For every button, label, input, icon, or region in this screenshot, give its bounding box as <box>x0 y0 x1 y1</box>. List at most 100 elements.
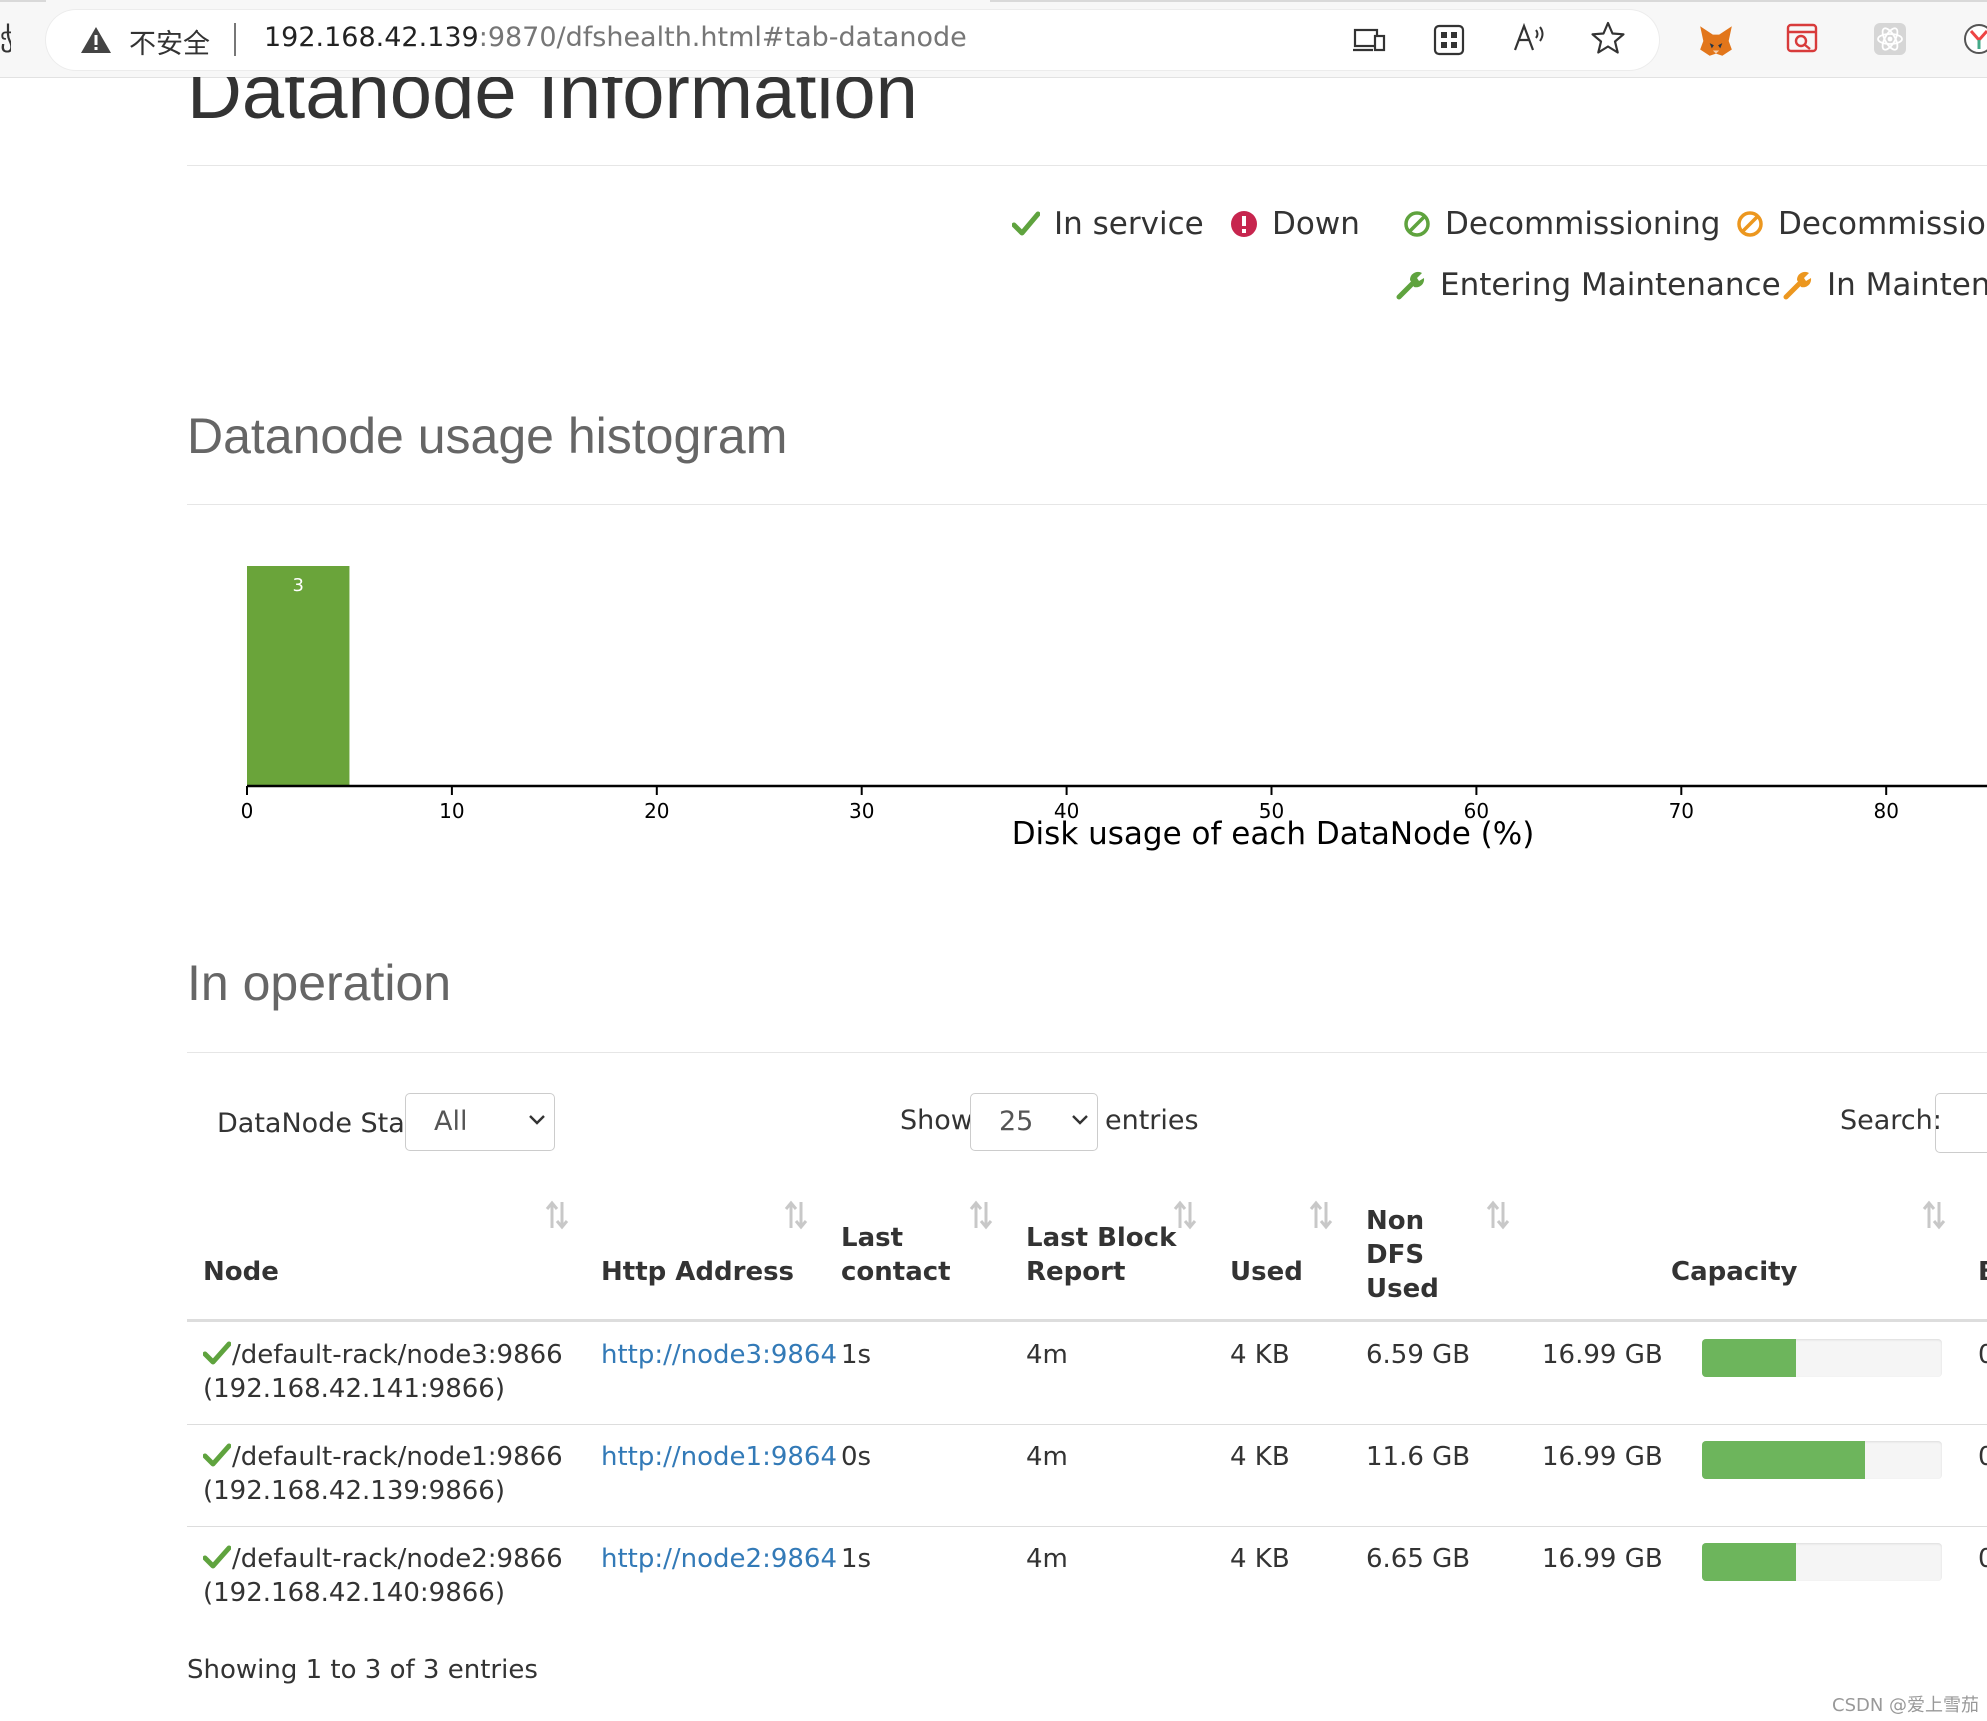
used-cell: 4 KB <box>1230 1544 1290 1574</box>
check-icon <box>203 1341 231 1365</box>
ban-icon <box>1737 211 1763 237</box>
legend-decommissioned: Decommissioned <box>1736 206 1987 242</box>
node-ip: (192.168.42.139:9866) <box>203 1476 505 1506</box>
warning-icon[interactable] <box>80 25 112 55</box>
search-label: Search: <box>1840 1105 1942 1136</box>
favorite-star-icon[interactable] <box>1590 20 1626 56</box>
column-header-text: Non <box>1366 1206 1425 1236</box>
chevron-down-icon <box>529 1115 545 1125</box>
react-devtools-icon[interactable] <box>1873 22 1907 56</box>
in-operation-title: In operation <box>187 955 452 1011</box>
x-tick-label: 50 <box>1259 799 1284 823</box>
capacity-cell: 16.99 GB <box>1542 1442 1663 1472</box>
histogram-bar-label: 3 <box>292 575 303 596</box>
x-tick-label: 70 <box>1669 799 1694 823</box>
entries-per-page-select[interactable]: 25 <box>970 1093 1098 1151</box>
capacity-usage-fill <box>1702 1339 1796 1377</box>
tab-strip-edge <box>990 0 1987 2</box>
http-address-link[interactable]: http://node3:9864 <box>601 1340 838 1370</box>
legend-down: Down <box>1230 206 1360 242</box>
sort-icon[interactable] <box>1309 1200 1333 1230</box>
metamask-fox-icon[interactable] <box>1697 22 1735 60</box>
x-tick-label: 0 <box>241 799 254 823</box>
datanode-state-value: All <box>434 1106 468 1137</box>
column-header-last-contact[interactable]: Last contact <box>841 1221 951 1289</box>
capacity-usage-bar <box>1702 1441 1942 1479</box>
sort-icon[interactable] <box>784 1200 808 1230</box>
wrench-icon <box>1783 271 1812 300</box>
histogram-title: Datanode usage histogram <box>187 408 788 464</box>
sort-icon[interactable] <box>1922 1200 1946 1230</box>
legend-label: Entering Maintenance <box>1440 267 1781 303</box>
http-address-link[interactable]: http://node2:9864 <box>601 1544 838 1574</box>
column-header-capacity[interactable]: Capacity <box>1671 1255 1797 1289</box>
column-header-last-block-report[interactable]: Last Block Report <box>1026 1221 1176 1289</box>
check-icon <box>203 1545 231 1569</box>
used-cell: 4 KB <box>1230 1442 1290 1472</box>
address-bar[interactable]: 不安全 192.168.42.139:9870/dfshealth.html#t… <box>46 10 1659 70</box>
check-icon <box>203 1443 231 1467</box>
address-separator <box>234 23 236 56</box>
next-column-cell: 0 <box>1978 1340 1987 1370</box>
legend-in-service: In service <box>1012 206 1204 242</box>
column-header-next[interactable]: B <box>1978 1255 1987 1289</box>
node-name: /default-rack/node3:9866 <box>232 1340 563 1370</box>
last-block-report-cell: 4m <box>1026 1340 1068 1370</box>
url-text[interactable]: 192.168.42.139:9870/dfshealth.html#tab-d… <box>264 22 967 53</box>
column-header-text: B <box>1978 1257 1987 1287</box>
non-dfs-used-cell: 6.65 GB <box>1366 1544 1471 1574</box>
http-address-cell: http://node3:9864 <box>601 1338 837 1372</box>
security-label[interactable]: 不安全 <box>129 29 210 60</box>
page-title-text: Datanode Information <box>187 77 918 127</box>
http-address-link[interactable]: http://node1:9864 <box>601 1442 838 1472</box>
x-tick-label: 60 <box>1464 799 1489 823</box>
histogram-bar <box>247 566 350 786</box>
datanode-state-select[interactable]: All <box>405 1093 555 1151</box>
column-header-http-address[interactable]: Http Address <box>601 1255 794 1289</box>
legend-entering-maintenance: Entering Maintenance <box>1396 267 1781 303</box>
last-block-report-cell: 4m <box>1026 1544 1068 1574</box>
x-tick-label: 80 <box>1873 799 1898 823</box>
browser-toolbar: ჭ 不安全 192.168.42.139:9870/dfshealth.html… <box>0 0 1987 78</box>
check-icon <box>1012 211 1040 236</box>
last-contact-cell: 0s <box>841 1442 872 1472</box>
sort-icon[interactable] <box>1486 1200 1510 1230</box>
column-header-text: Last Block <box>1026 1223 1177 1253</box>
column-header-used[interactable]: Used <box>1230 1255 1303 1289</box>
usage-histogram-chart: 3 0 10 20 30 40 50 60 70 80 Disk usage of each D… <box>222 540 1987 870</box>
node-ip: (192.168.42.140:9866) <box>203 1578 505 1608</box>
read-aloud-icon[interactable] <box>1511 20 1547 56</box>
column-header-text: Http Address <box>601 1257 795 1287</box>
datanode-state-label: DataNode State <box>217 1108 432 1139</box>
extensions-grid-icon[interactable] <box>1431 22 1467 58</box>
last-contact-cell: 1s <box>841 1544 872 1574</box>
histogram-svg: 3 0 10 20 30 40 50 60 70 80 Disk usage of each D… <box>241 566 1987 852</box>
column-header-text: contact <box>841 1257 951 1287</box>
next-column-cell: 0 <box>1978 1442 1987 1472</box>
table-info: Showing 1 to 3 of 3 entries <box>187 1655 538 1685</box>
sort-icon[interactable] <box>1173 1200 1197 1230</box>
entries-per-page-value: 25 <box>999 1106 1034 1137</box>
capacity-usage-bar <box>1702 1339 1942 1377</box>
search-input[interactable] <box>1935 1093 1987 1153</box>
back-button[interactable]: ჭ <box>0 22 11 53</box>
column-header-text: Node <box>203 1257 279 1287</box>
screenshot-search-icon[interactable] <box>1785 22 1819 56</box>
non-dfs-used-cell: 6.59 GB <box>1366 1340 1471 1370</box>
column-header-non-dfs-used[interactable]: Non DFS Used <box>1366 1204 1439 1306</box>
column-header-text: Last <box>841 1223 904 1253</box>
url-path: :9870/dfshealth.html#tab-datanode <box>478 22 967 53</box>
http-address-cell: http://node1:9864 <box>601 1440 837 1474</box>
column-header-text: Used <box>1230 1257 1303 1287</box>
sort-icon[interactable] <box>545 1200 569 1230</box>
column-header-text: Capacity <box>1671 1257 1798 1287</box>
legend-label: Down <box>1272 206 1360 242</box>
sort-icon[interactable] <box>969 1200 993 1230</box>
column-header-node[interactable]: Node <box>203 1255 279 1289</box>
entries-label: entries <box>1105 1105 1199 1136</box>
app-available-icon[interactable] <box>1351 22 1387 58</box>
legend-label: Decommissioning <box>1445 206 1721 242</box>
wrench-icon <box>1396 271 1425 300</box>
last-block-report-cell: 4m <box>1026 1442 1068 1472</box>
profile-extension-icon[interactable] <box>1962 22 1987 56</box>
